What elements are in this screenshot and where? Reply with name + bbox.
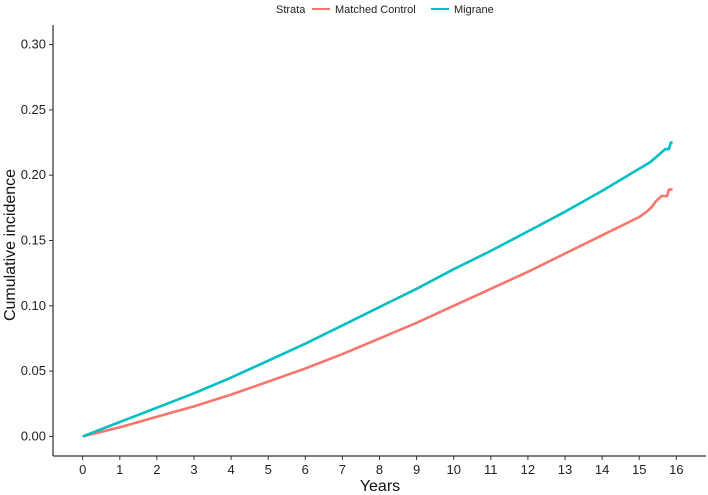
x-tick-label: 5 xyxy=(265,462,272,477)
legend-label-matched-control: Matched Control xyxy=(335,4,416,16)
x-tick-label: 14 xyxy=(595,462,609,477)
y-tick-label: 0.15 xyxy=(21,233,46,248)
x-tick-label: 8 xyxy=(376,462,383,477)
legend-label-migrane: Migrane xyxy=(454,4,494,16)
y-tick-label: 0.05 xyxy=(21,363,46,378)
series-line-matched-control xyxy=(82,188,673,438)
legend: Strata Matched Control Migrane xyxy=(276,4,494,16)
plot-area: 0.000.050.100.150.200.250.300 1 2 3 4 5 6 7 8 9 10… xyxy=(21,25,706,477)
x-tick-label: 1 xyxy=(116,462,123,477)
y-tick-label: 0.20 xyxy=(21,167,46,182)
y-tick-label: 0.25 xyxy=(21,102,46,117)
y-axis-title: Cumulative incidence xyxy=(2,169,19,321)
x-axis-title: Years xyxy=(360,478,400,495)
x-tick-label: 12 xyxy=(521,462,535,477)
x-tick-label: 13 xyxy=(558,462,572,477)
x-tick-label: 0 xyxy=(79,462,86,477)
x-tick-label: 11 xyxy=(484,462,498,477)
series-line-migrane xyxy=(82,141,673,438)
x-tick-label: 16 xyxy=(669,462,683,477)
x-tick-label: 7 xyxy=(339,462,346,477)
y-tick-label: 0.00 xyxy=(21,428,46,443)
x-tick-label: 9 xyxy=(413,462,420,477)
y-tick-label: 0.30 xyxy=(21,37,46,52)
x-tick-label: 6 xyxy=(302,462,309,477)
legend-title: Strata xyxy=(276,4,306,16)
x-tick-label: 15 xyxy=(632,462,646,477)
x-tick-label: 2 xyxy=(153,462,160,477)
y-tick-label: 0.10 xyxy=(21,298,46,313)
x-tick-label: 10 xyxy=(446,462,460,477)
x-tick-label: 4 xyxy=(227,462,234,477)
x-tick-label: 3 xyxy=(190,462,197,477)
